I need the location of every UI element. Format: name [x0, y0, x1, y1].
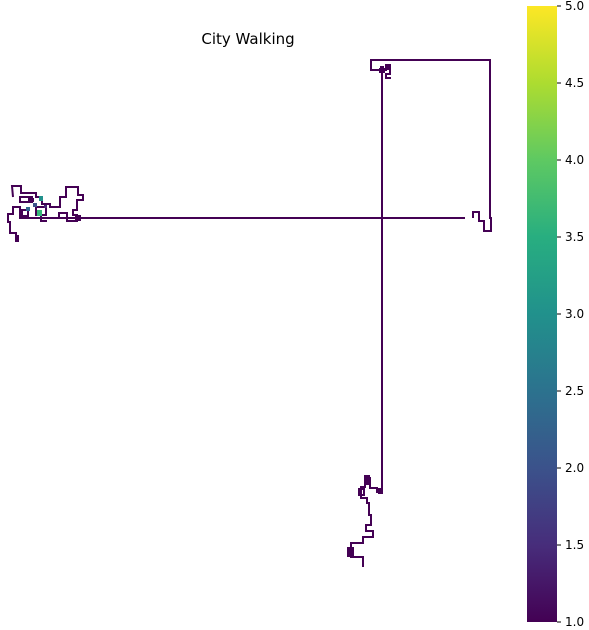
cluster-cell: [37, 210, 42, 216]
colorbar-gradient: [527, 6, 557, 622]
colorbar-tick-label: 4.5: [565, 76, 584, 90]
cluster-cell: [39, 196, 43, 201]
walk-cell: [386, 66, 390, 70]
colorbar-tick-label: 3.5: [565, 230, 584, 244]
cluster-cell: [44, 205, 47, 208]
walk-cell: [378, 488, 383, 494]
walk-cell: [15, 235, 19, 242]
colorbar-tick-label: 2.0: [565, 461, 584, 475]
walk-cell: [28, 198, 34, 202]
walk-cell: [347, 548, 352, 556]
colorbar-tick-label: 2.5: [565, 384, 584, 398]
walk-path-segment: [7, 206, 40, 242]
chart-title: City Walking: [201, 30, 294, 48]
colorbar: 1.0 1.5 2.0 2.5 3.0 3.5 4.0 4.5 5.0: [527, 0, 584, 629]
colorbar-tick-label: 5.0: [565, 0, 584, 13]
colorbar-tick-label: 4.0: [565, 153, 584, 167]
colorbar-ticks: 1.0 1.5 2.0 2.5 3.0 3.5 4.0 4.5 5.0: [557, 0, 584, 629]
walk-path-segment: [370, 59, 492, 232]
cluster-cell: [26, 207, 30, 211]
walk-cell: [380, 66, 384, 72]
cluster-cell: [33, 203, 37, 207]
walk-cell: [75, 215, 81, 221]
walk-path-segment: [358, 488, 365, 496]
plot-area: [7, 59, 492, 567]
walk-cell: [364, 476, 369, 483]
colorbar-tick-label: 1.0: [565, 615, 584, 629]
walk-path-segment: [350, 477, 382, 567]
colorbar-tick-label: 1.5: [565, 538, 584, 552]
colorbar-tick-label: 3.0: [565, 307, 584, 321]
